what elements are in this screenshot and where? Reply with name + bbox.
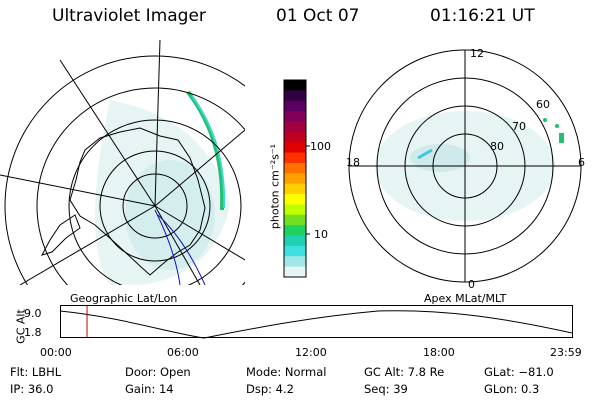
info-glon: GLon: 0.3 [484,382,540,396]
colorbar-stripe [284,194,306,205]
colorbar-stripe [284,152,306,164]
mlt-label-0: 0 [468,278,475,291]
colorbar-stripe [284,256,306,268]
info-glat: GLat: −81.0 [484,365,554,379]
colorbar-stripe [284,173,306,185]
timeline-xtick-4: 23:59 [550,346,582,359]
left-panel-caption: Geographic Lat/Lon [70,292,178,305]
mlat-label-70: 70 [512,120,526,133]
timeline-xtick-2: 12:00 [295,346,327,359]
colorbar-tick-100: 100 [310,140,331,153]
colorbar-stripe [284,245,306,257]
colorbar-stripe [284,80,306,91]
instrument-title: Ultraviolet Imager [52,6,206,26]
mlat-label-80: 80 [490,140,504,153]
color-bar [283,79,310,278]
colorbar-tick-10: 10 [314,228,328,241]
colorbar-stripe [284,183,306,195]
mlat-label-60: 60 [536,98,550,111]
colorbar-stripe [284,111,306,122]
info-gc-alt: GC Alt: 7.8 Re [364,365,445,379]
info-filter: Flt: LBHL [10,365,62,379]
time-label: 01:16:21 UT [430,6,535,26]
timeline-ytick-bottom: 1.8 [24,326,42,339]
info-dsp: Dsp: 4.2 [246,382,294,396]
mlt-label-12: 12 [470,47,484,60]
info-seq: Seq: 39 [364,382,408,396]
colorbar-stripe [284,235,306,247]
info-door: Door: Open [125,365,191,379]
colorbar-stripe [284,100,306,112]
timeline-plot [60,305,573,339]
colorbar-stripe [284,90,306,102]
info-ip: IP: 36.0 [10,382,54,396]
colorbar-stripe [284,225,306,237]
colorbar-stripe [284,162,306,174]
info-mode: Mode: Normal [246,365,327,379]
polar-plot [348,49,582,283]
timeline-xtick-0: 00:00 [40,346,72,359]
colorbar-stripe [284,266,306,278]
right-panel-caption: Apex MLat/MLT [424,292,507,305]
mlt-label-18: 18 [346,156,360,169]
mlt-label-6: 6 [578,156,585,169]
colorbar-unit-label: photon cm⁻²s⁻¹ [268,143,282,230]
colorbar-stripe [284,131,306,143]
date-label: 01 Oct 07 [276,6,360,26]
timeline-xtick-1: 06:00 [167,346,199,359]
colorbar-stripe [284,214,306,226]
timeline-xtick-3: 18:00 [423,346,455,359]
timeline-ytick-top: 9.0 [24,307,42,320]
colorbar-stripe [284,142,306,154]
colorbar-stripe [284,121,306,133]
info-gain: Gain: 14 [125,382,174,396]
colorbar-stripe [284,204,306,216]
geographic-map [0,40,245,285]
